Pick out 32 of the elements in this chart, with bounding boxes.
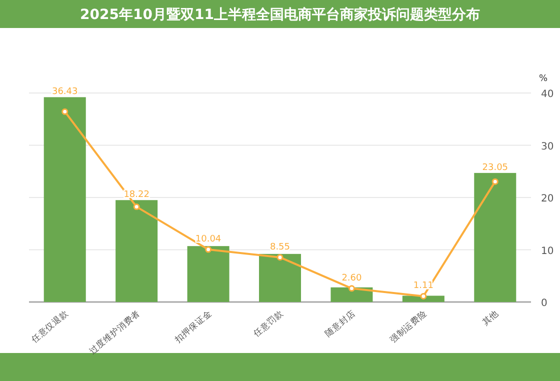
point <box>133 204 140 210</box>
point <box>205 246 212 253</box>
y-tick-label: 0 <box>541 298 548 309</box>
data-label: 36.43 <box>52 87 78 98</box>
data-label: 8.55 <box>270 242 290 252</box>
y-tick-label: 10 <box>541 246 554 257</box>
x-tick-label: 任意仅退款 <box>28 308 71 346</box>
point <box>492 178 498 185</box>
bar <box>474 172 516 302</box>
point <box>62 108 68 115</box>
point <box>348 285 355 292</box>
bar <box>44 97 86 302</box>
x-tick-label: 过度维护消费者 <box>87 308 142 357</box>
x-tick-label: 扣押保证金 <box>172 308 214 346</box>
bar <box>259 254 301 302</box>
data-label: 23.05 <box>482 162 508 173</box>
bar <box>116 200 158 302</box>
y-tick-label: 30 <box>541 141 554 152</box>
point <box>276 254 284 261</box>
x-tick-label: 随意封店 <box>322 308 358 340</box>
x-tick-label: 强制运费险 <box>388 308 430 346</box>
point <box>420 292 427 300</box>
y-tick-label: 20 <box>541 194 554 204</box>
data-label: 2.60 <box>342 273 362 284</box>
bar <box>330 287 373 302</box>
chart-title: 2025年10月暨双11上半程全国电商平台商家投诉问题类型分布 <box>80 6 480 23</box>
y-axis-title: % <box>539 74 548 84</box>
y-tick-label: 40 <box>541 89 554 100</box>
bar <box>187 246 230 302</box>
x-tick-label: 其他 <box>480 308 502 328</box>
x-tick-label: 任意罚款 <box>250 308 286 340</box>
data-label: 10.04 <box>195 234 222 245</box>
